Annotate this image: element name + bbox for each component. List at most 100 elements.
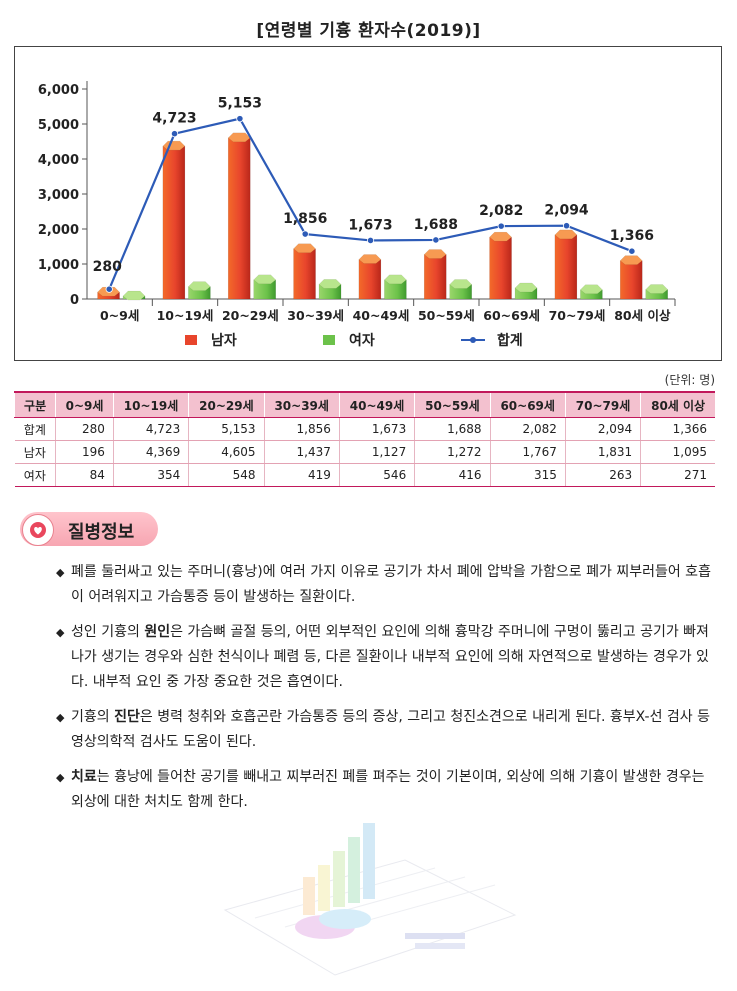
data-label: 1,856 bbox=[283, 211, 327, 227]
legend-swatch bbox=[185, 335, 197, 345]
x-tick-label: 60~69세 bbox=[483, 308, 540, 323]
table-cell: 263 bbox=[564, 463, 641, 487]
table-header-cell: 60~69세 bbox=[489, 391, 566, 418]
bar-male bbox=[227, 137, 251, 300]
bar-male bbox=[293, 248, 316, 300]
bar-male-top bbox=[358, 254, 382, 264]
table-cell: 4,369 bbox=[112, 440, 189, 464]
bar-male bbox=[489, 236, 512, 300]
bar-female-top bbox=[122, 290, 146, 301]
section-title: 질병정보 bbox=[68, 522, 135, 543]
table-header-cell: 10~19세 bbox=[112, 391, 189, 418]
bullet-text: 은 가슴뼈 골절 등의, 어떤 외부적인 요인에 의해 흉막강 주머니에 구멍이… bbox=[71, 624, 709, 690]
bullet-item: ◆ 폐를 둘러싸고 있는 주머니(흉낭)에 여러 가지 이유로 공기가 차서 폐에… bbox=[56, 560, 720, 610]
bar-female-top bbox=[383, 274, 407, 285]
bullet-item: ◆ 기흉의 진단은 병력 청취와 호흡곤란 가슴통증 등의 증상, 그리고 청진소… bbox=[56, 705, 720, 755]
x-tick-label: 10~19세 bbox=[157, 308, 214, 323]
table-cell: 354 bbox=[112, 463, 189, 487]
legend-label: 여자 bbox=[349, 332, 375, 349]
bullet-text: 은 병력 청취와 호흡곤란 가슴통증 등의 증상, 그리고 청진소견으로 내리게… bbox=[71, 709, 710, 750]
data-label: 5,153 bbox=[218, 96, 262, 112]
table-header-row: 구분 0~9세 10~19세 20~29세 30~39세 40~49세 50~59세 60~6… bbox=[13, 391, 715, 418]
table-cell: 1,366 bbox=[640, 417, 715, 441]
x-tick-label: 80세 이상 bbox=[614, 308, 671, 323]
table-cell: 1,767 bbox=[489, 440, 566, 464]
table-cell: 1,272 bbox=[414, 440, 491, 464]
section-header: 질병정보 bbox=[20, 512, 158, 546]
table-cell: 84 bbox=[55, 463, 114, 487]
bullet-keyword: 치료 bbox=[71, 769, 97, 785]
table-cell: 1,831 bbox=[564, 440, 641, 464]
row-label: 합계 bbox=[14, 417, 56, 441]
disease-info-list: ◆ 폐를 둘러싸고 있는 주머니(흉낭)에 여러 가지 이유로 공기가 차서 폐에… bbox=[56, 560, 720, 825]
table-header-cell: 20~29세 bbox=[188, 391, 265, 418]
table-cell: 315 bbox=[489, 463, 566, 487]
data-label: 1,366 bbox=[610, 228, 654, 244]
table-cell: 1,688 bbox=[414, 417, 491, 441]
y-tick-label: 4,000 bbox=[38, 153, 79, 168]
x-tick-label: 50~59세 bbox=[418, 308, 475, 323]
total-point bbox=[497, 222, 505, 230]
legend-label: 남자 bbox=[211, 332, 237, 349]
data-label: 4,723 bbox=[152, 111, 196, 127]
diamond-bullet-icon: ◆ bbox=[56, 771, 65, 784]
heart-icon bbox=[22, 514, 54, 546]
diamond-bullet-icon: ◆ bbox=[56, 711, 65, 724]
table-cell: 280 bbox=[55, 417, 114, 441]
table-cell: 419 bbox=[263, 463, 340, 487]
total-point bbox=[366, 236, 375, 245]
bar-female-top bbox=[645, 284, 669, 294]
table-cell: 546 bbox=[338, 463, 415, 487]
table-header-cell: 40~49세 bbox=[338, 391, 415, 418]
legend-marker bbox=[470, 337, 476, 343]
bullet-text: 기흉의 bbox=[71, 709, 115, 725]
y-tick-label: 5,000 bbox=[38, 118, 79, 133]
legend-swatch bbox=[323, 335, 335, 345]
table-header-cell: 0~9세 bbox=[55, 391, 114, 418]
bar-male-top bbox=[423, 249, 447, 259]
bar-male-top bbox=[554, 229, 578, 240]
table-row: 여자 84 354 548 419 546 416 315 263 271 bbox=[14, 463, 715, 487]
bar-male-top bbox=[489, 231, 512, 242]
diamond-bullet-icon: ◆ bbox=[56, 566, 65, 579]
bullet-item: ◆ 치료는 흉낭에 들어찬 공기를 빼내고 찌부러진 폐를 펴주는 것이 기본이며… bbox=[56, 765, 720, 815]
chart-title: [연령별 기흉 환자수(2019)] bbox=[256, 21, 481, 41]
table-cell: 1,673 bbox=[338, 417, 415, 441]
bar-female-top bbox=[449, 279, 473, 289]
combo-chart: 0 1,000 2,000 3,000 4,000 5,000 6,000 0~9세 10~19… bbox=[38, 81, 676, 349]
bullet-text: 폐를 둘러싸고 있는 주머니(흉낭)에 여러 가지 이유로 공기가 차서 폐에 … bbox=[71, 564, 711, 605]
bar-female-top bbox=[187, 281, 211, 291]
bar-male bbox=[358, 259, 382, 300]
chart-panel: 0 1,000 2,000 3,000 4,000 5,000 6,000 0~9세 10~19… bbox=[14, 46, 722, 361]
total-point bbox=[236, 115, 244, 123]
x-tick-label: 70~79세 bbox=[549, 308, 606, 323]
table-cell: 1,437 bbox=[263, 440, 340, 464]
table-cell: 271 bbox=[640, 463, 715, 487]
table-header-cell: 50~59세 bbox=[414, 391, 491, 418]
bar-male-top bbox=[619, 255, 643, 265]
watermark-chart-graphic bbox=[223, 823, 517, 976]
table-cell: 1,127 bbox=[338, 440, 415, 464]
y-tick-label: 1,000 bbox=[38, 258, 79, 273]
data-table: 구분 0~9세 10~19세 20~29세 30~39세 40~49세 50~59세 60~6… bbox=[13, 391, 715, 487]
table-unit: (단위: 명) bbox=[664, 373, 715, 387]
bar-male bbox=[619, 260, 643, 300]
x-tick-label: 20~29세 bbox=[222, 308, 279, 323]
total-point bbox=[105, 285, 113, 293]
table-row: 남자 196 4,369 4,605 1,437 1,127 1,272 1,767 1,831… bbox=[14, 440, 715, 464]
row-label: 남자 bbox=[14, 440, 56, 464]
table-cell: 4,723 bbox=[112, 417, 189, 441]
bar-female-top bbox=[514, 282, 538, 293]
x-tick-label: 0~9세 bbox=[100, 308, 139, 323]
total-point bbox=[301, 230, 309, 238]
y-tick-label: 0 bbox=[70, 293, 79, 308]
data-label: 280 bbox=[93, 259, 122, 275]
table-cell: 548 bbox=[188, 463, 265, 487]
table-header-cell: 70~79세 bbox=[564, 391, 641, 418]
bullet-text: 성인 기흉의 bbox=[71, 624, 145, 640]
table-cell: 2,094 bbox=[564, 417, 641, 441]
table-header-cell: 80세 이상 bbox=[640, 391, 715, 418]
total-point bbox=[432, 236, 440, 244]
total-point bbox=[628, 247, 636, 255]
bullet-keyword: 진단 bbox=[114, 709, 140, 725]
